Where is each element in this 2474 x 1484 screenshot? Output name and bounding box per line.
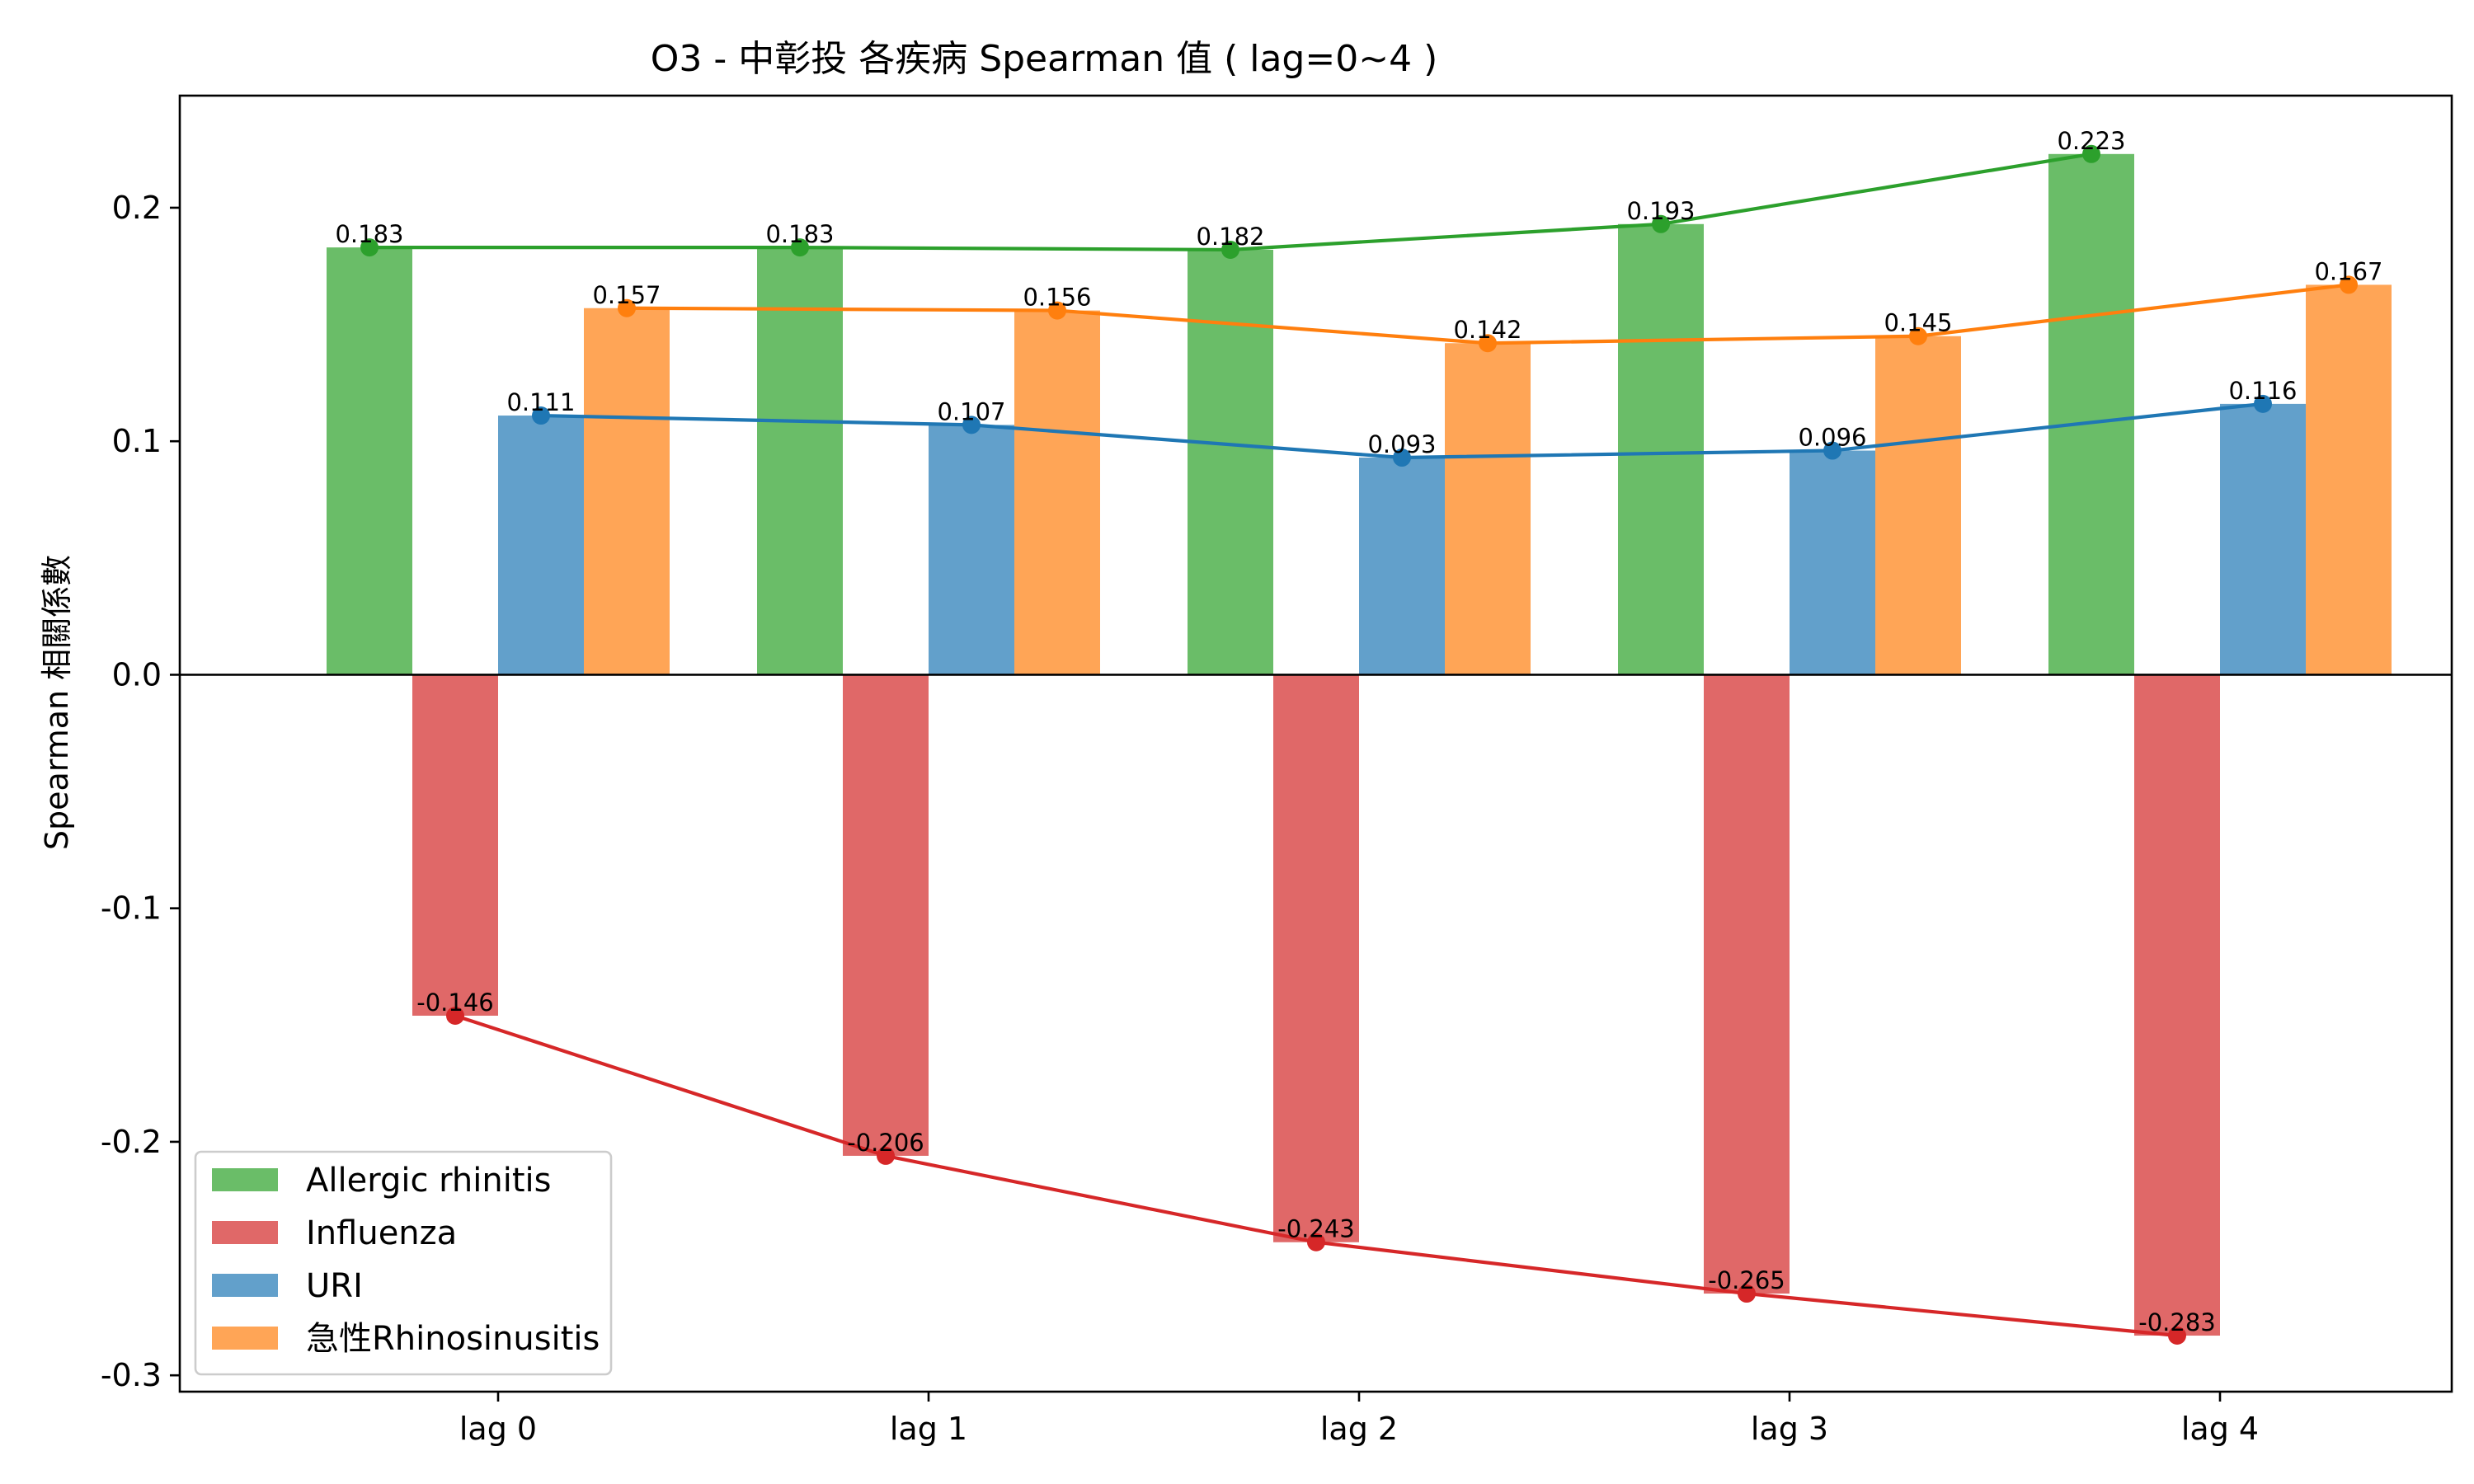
bar	[757, 247, 843, 675]
data-label: 0.111	[506, 388, 575, 416]
data-label: 0.167	[2314, 257, 2382, 285]
data-label: -0.283	[2138, 1308, 2216, 1336]
bar	[2134, 674, 2220, 1336]
data-point	[1221, 240, 1239, 259]
x-tick-label: lag 3	[1751, 1411, 1828, 1447]
data-point	[446, 1006, 464, 1025]
data-point	[1307, 1233, 1325, 1252]
bar	[1188, 249, 1273, 675]
data-label: 0.107	[937, 397, 1005, 425]
data-point	[2340, 275, 2358, 294]
plot-area: 0.183 0.183 0.182 0.193 0.223 -0.146 -0.206 -0.…	[101, 94, 2453, 1447]
legend-swatch	[212, 1274, 278, 1297]
bar	[1875, 336, 1961, 675]
legend-box	[194, 1150, 613, 1376]
bar	[929, 425, 1014, 675]
data-label: 0.096	[1798, 424, 1866, 452]
data-point	[791, 238, 809, 257]
bar	[2048, 153, 2134, 675]
legend-swatch	[212, 1168, 278, 1191]
y-tick-label: 0.1	[112, 423, 162, 459]
data-label: -0.243	[1277, 1215, 1355, 1243]
bar	[498, 416, 584, 675]
bar	[1014, 310, 1100, 675]
x-tick-label: lag 2	[1320, 1411, 1398, 1447]
bar	[1790, 450, 1875, 675]
data-point	[1909, 326, 1927, 345]
data-point	[1048, 301, 1066, 320]
bar	[1618, 223, 1704, 675]
bar	[1704, 674, 1790, 1294]
data-point	[1652, 214, 1670, 233]
bar	[327, 247, 412, 675]
data-point	[618, 298, 636, 317]
data-point	[2082, 144, 2100, 163]
legend-swatch	[212, 1221, 278, 1244]
bar	[843, 674, 929, 1156]
bar	[412, 674, 498, 1016]
data-point	[877, 1146, 895, 1165]
x-tick-label: lag 4	[2181, 1411, 2259, 1447]
data-point	[1479, 334, 1497, 353]
y-tick-label: -0.3	[101, 1357, 162, 1393]
bar	[584, 308, 670, 675]
data-label: -0.146	[416, 989, 494, 1017]
legend-swatch	[212, 1327, 278, 1350]
data-point	[360, 238, 379, 257]
data-point	[2168, 1327, 2186, 1345]
bar	[2306, 284, 2392, 675]
data-point	[2254, 394, 2272, 413]
legend-label: URI	[306, 1267, 363, 1305]
x-tick-label: lag 0	[459, 1411, 537, 1447]
y-tick-label: -0.2	[101, 1124, 162, 1160]
data-label: 0.142	[1453, 316, 1522, 344]
data-label: 0.193	[1626, 197, 1695, 225]
bar	[1359, 458, 1445, 675]
legend-label: Allergic rhinitis	[306, 1162, 551, 1200]
data-label: -0.265	[1708, 1266, 1785, 1294]
bar	[2220, 403, 2306, 675]
legend-label: 急性Rhinosinusitis	[306, 1320, 600, 1358]
y-tick-label: 0.0	[112, 656, 162, 693]
x-tick-label: lag 1	[890, 1411, 967, 1447]
legend-label: Influenza	[306, 1214, 457, 1252]
data-label: 0.145	[1884, 309, 1952, 337]
y-tick-label: 0.2	[112, 190, 162, 226]
chart-title: O3 - 中彰投 各疾病 Spearman 值 ( lag=0~4 )	[651, 38, 1438, 80]
y-axis-label: Spearman 相關係數	[39, 555, 75, 850]
data-point	[1738, 1284, 1756, 1303]
data-label: 0.183	[335, 220, 403, 248]
data-label: -0.206	[847, 1129, 924, 1157]
data-point	[1393, 448, 1411, 467]
data-point	[532, 406, 550, 425]
axes-frame	[178, 94, 2453, 1393]
bar	[1445, 343, 1531, 675]
data-point	[962, 416, 981, 434]
data-label: 0.182	[1196, 223, 1264, 251]
data-label: 0.223	[2057, 127, 2125, 155]
data-label: 0.157	[592, 281, 661, 309]
data-label: 0.156	[1023, 284, 1091, 312]
data-label: 0.093	[1367, 430, 1436, 458]
data-label: 0.116	[2228, 377, 2297, 405]
data-point	[1823, 441, 1841, 460]
bar	[1273, 674, 1359, 1242]
y-tick-label: -0.1	[101, 890, 162, 927]
data-label: 0.183	[765, 220, 834, 248]
legend: Allergic rhinitis Influenza URI 急性Rhinosinu…	[194, 1150, 613, 1376]
